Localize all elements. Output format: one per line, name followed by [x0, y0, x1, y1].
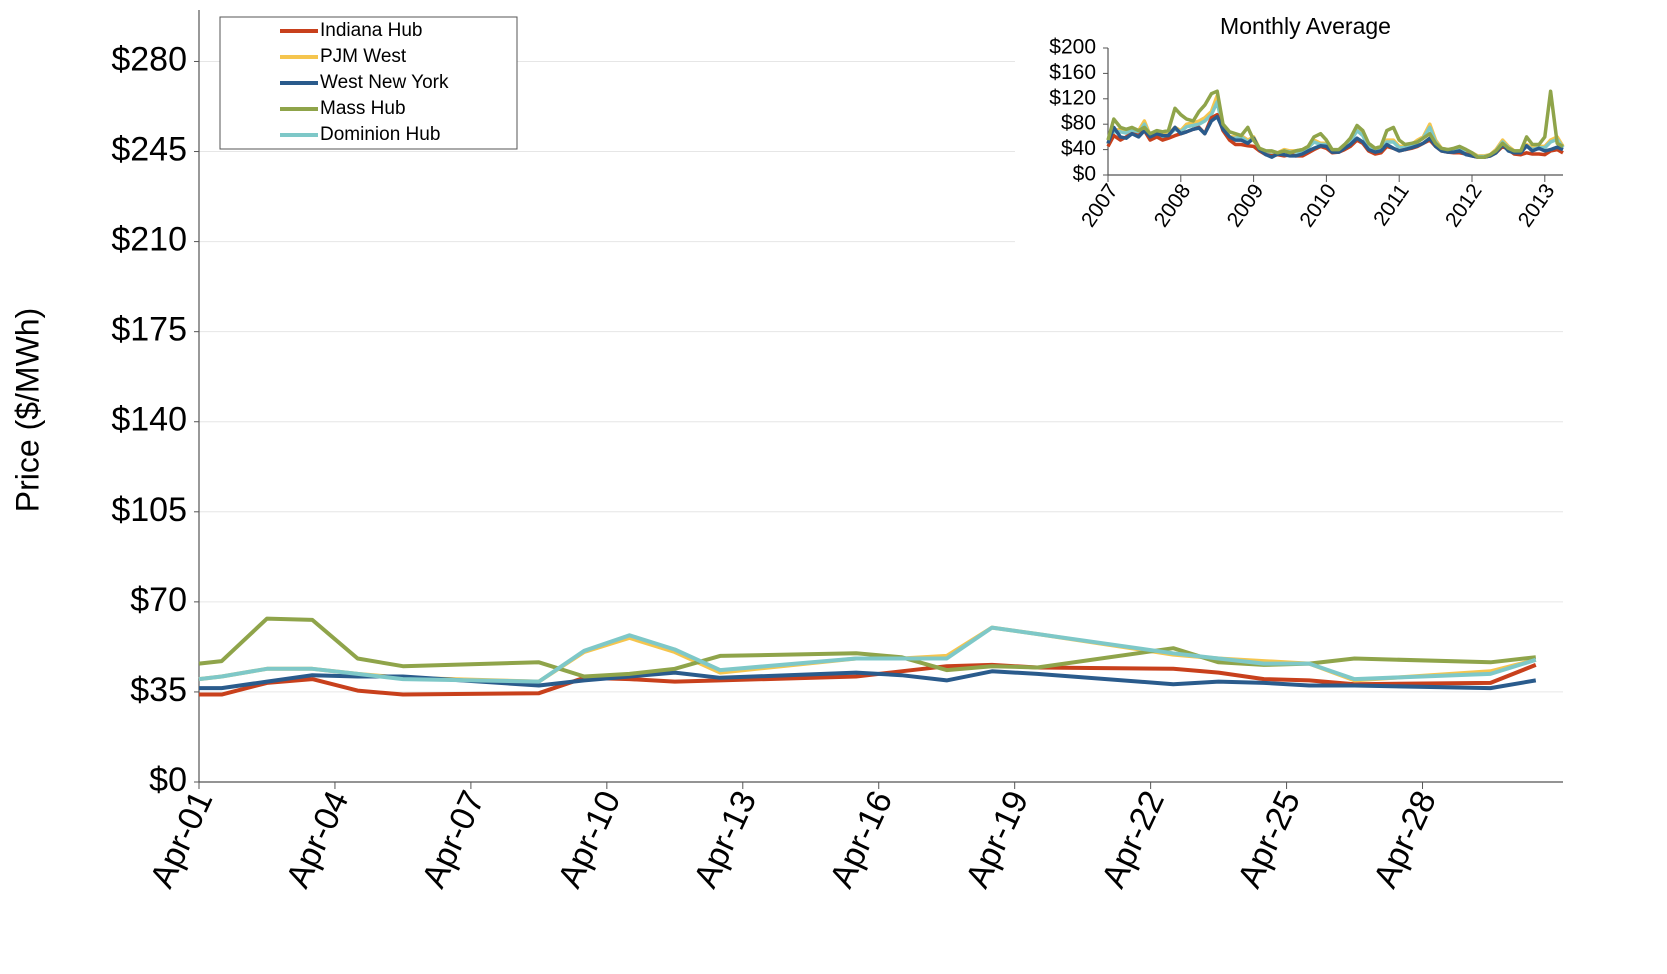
- series-line: [198, 625, 1537, 684]
- legend-label: Dominion Hub: [320, 124, 440, 145]
- x-tick-label: Apr-10: [551, 785, 629, 894]
- series-line: [199, 662, 1537, 697]
- x-tick-label: Apr-07: [415, 785, 493, 894]
- y-tick-label: $280: [111, 40, 187, 78]
- x-tick-label: Apr-19: [959, 785, 1037, 894]
- y-tick-label: $0: [1073, 163, 1096, 186]
- x-tick-label: Apr-13: [687, 785, 765, 894]
- y-axis-label: Price ($/MWh): [9, 308, 45, 512]
- x-tick-label: Apr-25: [1230, 785, 1308, 894]
- y-tick-label: $105: [111, 491, 187, 529]
- y-tick-label: $175: [111, 311, 187, 349]
- y-tick-label: $40: [1061, 137, 1096, 160]
- inset-background: [1015, 0, 1575, 290]
- series-line: [198, 616, 1537, 679]
- x-tick-label: Apr-04: [279, 785, 357, 894]
- legend-box: [219, 16, 518, 150]
- y-tick-label: $35: [130, 671, 187, 709]
- y-tick-label: $140: [111, 401, 187, 439]
- chart-title: Monthly Average: [1220, 13, 1391, 39]
- y-tick-label: $70: [130, 581, 187, 619]
- legend-label: Indiana Hub: [320, 20, 422, 41]
- y-tick-label: $80: [1061, 112, 1096, 135]
- x-tick-label: Apr-01: [143, 785, 221, 894]
- x-tick-label: Apr-22: [1094, 785, 1172, 894]
- series-line: [1106, 89, 1564, 159]
- y-tick-label: $245: [111, 131, 187, 169]
- y-tick-label: $200: [1049, 36, 1096, 59]
- y-tick-label: $0: [149, 761, 187, 799]
- y-tick-label: $160: [1049, 61, 1096, 84]
- x-tick-label: Apr-16: [823, 785, 901, 894]
- y-tick-label: $210: [111, 221, 187, 259]
- legend-label: Mass Hub: [320, 98, 406, 119]
- series-line: [199, 669, 1537, 691]
- legend-label: PJM West: [320, 46, 407, 67]
- x-tick-label: Apr-28: [1366, 785, 1444, 894]
- y-tick-label: $120: [1049, 86, 1096, 109]
- legend-label: West New York: [320, 72, 449, 93]
